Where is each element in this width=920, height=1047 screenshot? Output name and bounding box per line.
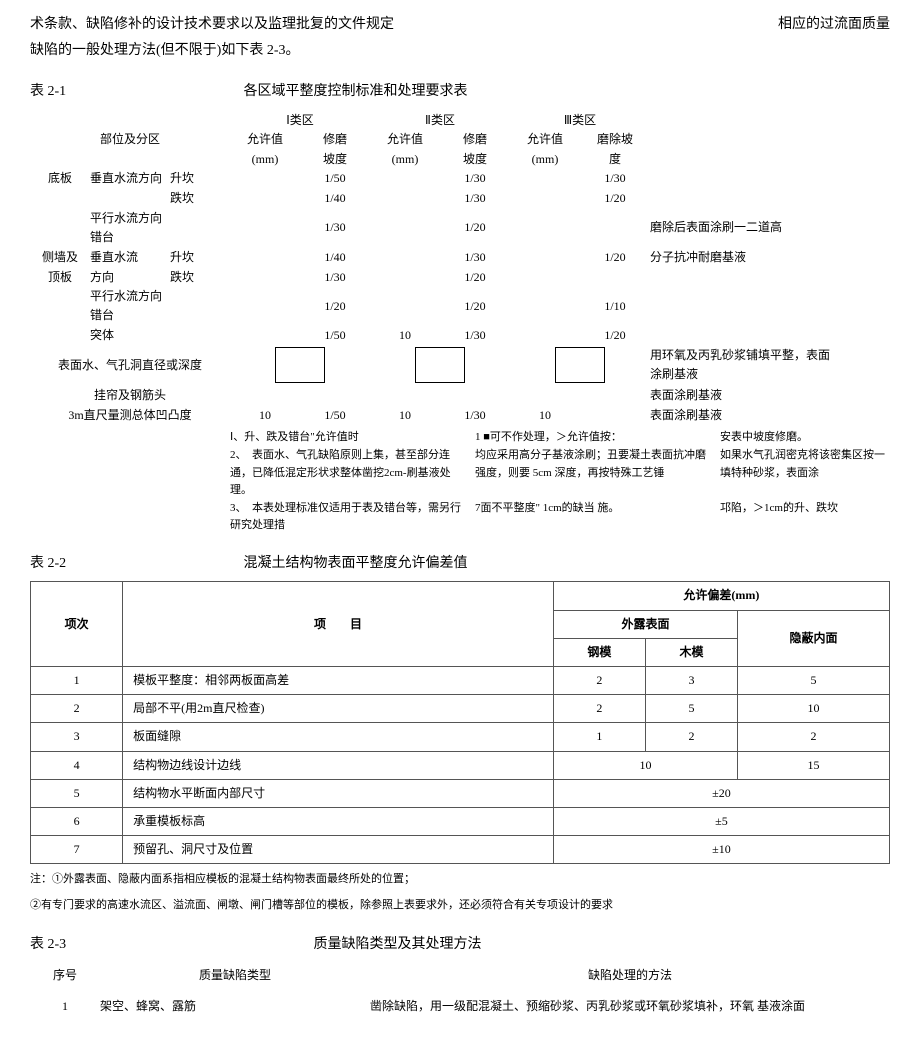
t21-rebar-rem: 表面涂刷基液 bbox=[650, 388, 722, 402]
t23-title: 质量缺陷类型及其处理方法 bbox=[314, 934, 482, 956]
table-2-2: 项次 项 目 允许偏差(mm) 外露表面 隐蔽内面 钢模 木模 1模板平整度：相… bbox=[30, 581, 890, 864]
t21-rebar: 挂帘及钢筋头 bbox=[94, 386, 166, 405]
t21-zone2: Ⅱ类区 bbox=[425, 113, 455, 127]
t21-box3 bbox=[555, 347, 605, 383]
t21-row: 侧墙及垂直水流升坎1/401/301/20分子抗冲耐磨基液 bbox=[30, 247, 890, 267]
t23-hdr-no: 序号 bbox=[30, 966, 100, 985]
t22-hdr-item: 项 目 bbox=[123, 582, 554, 667]
intro-line2: 缺陷的一般处理方法(但不限于)如下表 2-3。 bbox=[30, 40, 890, 62]
intro-line1-left: 术条款、缺陷修补的设计技术要求以及监理批复的文件规定 bbox=[30, 14, 394, 36]
t23-row: 1架空、蜂窝、露筋凿除缺陷，用一级配混凝土、预缩砂浆、丙乳砂浆或环氧砂浆填补，环… bbox=[30, 997, 890, 1016]
t21-note-col2: 1 ■可不作处理，＞允许值按： 均应采用高分子基液涂刷；丑要凝土表面抗冲磨强度，… bbox=[475, 429, 714, 535]
t22-row: 7预留孔、洞尺寸及位置±10 bbox=[31, 836, 890, 864]
t22-hdr-tol: 允许偏差(mm) bbox=[553, 582, 889, 610]
t21-row: 平行水流方向错台1/201/201/10 bbox=[30, 287, 890, 325]
t21-note-col1: Ⅰ、升、跌及错台"允许值时 2、 表面水、气孔缺陷原则上集，甚至部分连通，已降低… bbox=[230, 429, 469, 535]
table-2-3-heading: 表 2-3 质量缺陷类型及其处理方法 bbox=[30, 934, 890, 956]
t22-hdr-exposed: 外露表面 bbox=[553, 610, 737, 638]
t21-row: 突体1/50101/301/20 bbox=[30, 325, 890, 345]
table-2-1: Ⅰ类区 Ⅱ类区 Ⅲ类区 部位及分区 允许值(mm) 修磨坡度 允许值(mm) 修… bbox=[30, 111, 890, 535]
t21-zone3: Ⅲ类区 bbox=[564, 113, 596, 127]
t23-hdr-type: 质量缺陷类型 bbox=[100, 966, 370, 985]
t22-row: 1模板平整度：相邻两板面高差235 bbox=[31, 667, 890, 695]
t22-row: 3板面缝隙122 bbox=[31, 723, 890, 751]
t21-zone1: Ⅰ类区 bbox=[286, 113, 314, 127]
t22-label: 表 2-2 bbox=[30, 553, 90, 575]
t22-hdr-wood: 木模 bbox=[645, 638, 737, 666]
table-2-3: 序号 质量缺陷类型 缺陷处理的方法 1架空、蜂窝、露筋凿除缺陷，用一级配混凝土、… bbox=[30, 966, 890, 1016]
t22-hdr-hidden: 隐蔽内面 bbox=[738, 610, 890, 666]
t21-row: 平行水流方向错台1/301/20磨除后表面涂刷一二道高 bbox=[30, 209, 890, 247]
t23-label: 表 2-3 bbox=[30, 934, 90, 956]
t21-surface: 表面水、气孔洞直径或深度 bbox=[58, 356, 202, 375]
t21-label: 表 2-1 bbox=[30, 81, 90, 103]
t21-surface-rem: 用环氧及丙乳砂浆铺填平整，表面涂刷基液 bbox=[650, 348, 830, 381]
t21-box1 bbox=[275, 347, 325, 383]
t21-row: 顶板方向跌坎1/301/20 bbox=[30, 267, 890, 287]
t21-box2 bbox=[415, 347, 465, 383]
table-2-1-heading: 表 2-1 各区域平整度控制标准和处理要求表 bbox=[30, 81, 890, 103]
t22-title: 混凝土结构物表面平整度允许偏差值 bbox=[244, 553, 468, 575]
t21-3m-rem: 表面涂刷基液 bbox=[650, 408, 722, 422]
t21-note-col3: 安表中坡度修磨。 如果水气孔润密克将该密集区按一填特种砂浆，表面涂 邛陷，＞1c… bbox=[720, 429, 890, 535]
t22-note2: ②有专门要求的高速水流区、溢流面、闸墩、闸门槽等部位的模板，除参照上表要求外，还… bbox=[30, 896, 890, 916]
t21-footnotes: Ⅰ、升、跌及错台"允许值时 2、 表面水、气孔缺陷原则上集，甚至部分连通，已降低… bbox=[30, 429, 890, 535]
t21-row: 跌坎1/401/301/20 bbox=[30, 189, 890, 209]
t22-note1: 注：①外露表面、隐蔽内面系指相应模板的混凝土结构物表面最终所处的位置； bbox=[30, 870, 890, 890]
t22-row: 4结构物边线设计边线1015 bbox=[31, 751, 890, 779]
t21-3m: 3m直尺量测总体凹凸度 bbox=[68, 406, 191, 425]
t22-row: 2局部不平(用2m直尺检查)2510 bbox=[31, 695, 890, 723]
t21-row: 底板垂直水流方向升坎1/501/301/30 bbox=[30, 169, 890, 189]
table-2-2-heading: 表 2-2 混凝土结构物表面平整度允许偏差值 bbox=[30, 553, 890, 575]
t22-row: 6承重模板标高±5 bbox=[31, 807, 890, 835]
t23-hdr-method: 缺陷处理的方法 bbox=[370, 966, 890, 985]
intro-line1-right: 相应的过流面质量 bbox=[778, 14, 890, 36]
t22-hdr-no: 项次 bbox=[31, 582, 123, 667]
intro-line1: 术条款、缺陷修补的设计技术要求以及监理批复的文件规定 相应的过流面质量 bbox=[30, 14, 890, 36]
t22-hdr-steel: 钢模 bbox=[553, 638, 645, 666]
t22-row: 5结构物水平断面内部尺寸±20 bbox=[31, 779, 890, 807]
t21-title: 各区域平整度控制标准和处理要求表 bbox=[244, 81, 468, 103]
t21-region-hdr: 部位及分区 bbox=[100, 132, 160, 146]
